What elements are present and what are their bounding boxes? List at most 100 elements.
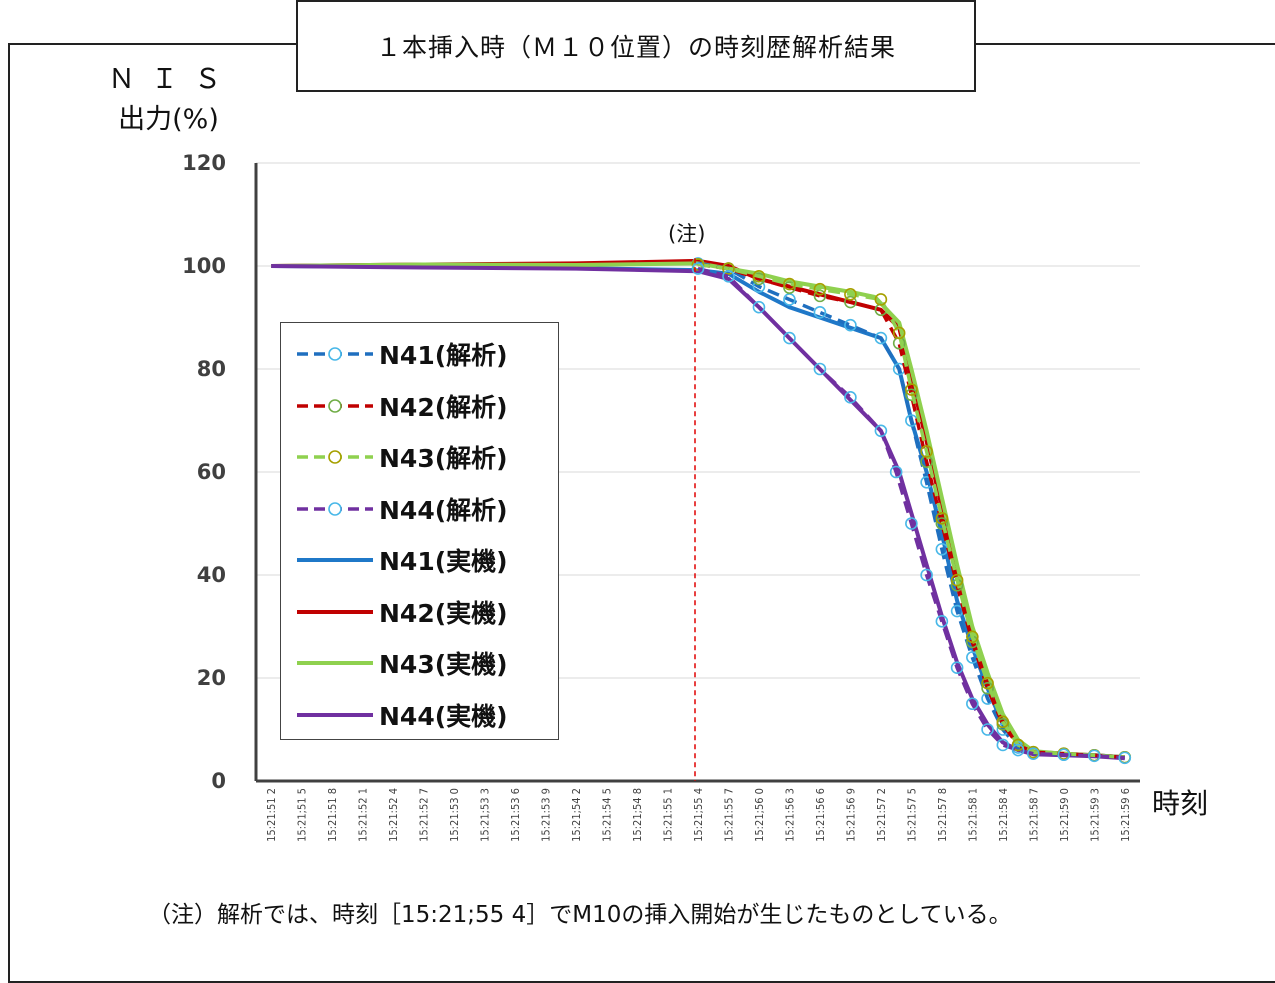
data-point	[752, 300, 766, 314]
data-point	[813, 362, 827, 376]
legend-label: N43(解析)	[379, 444, 508, 473]
legend-swatch	[297, 558, 373, 562]
y-tick-label: 100	[182, 254, 226, 278]
x-tick-label: 15:21:55 7	[722, 788, 735, 842]
legend-label: N43(実機)	[379, 650, 508, 679]
x-tick-label: 15:21:52 7	[418, 788, 431, 842]
data-point	[722, 262, 735, 275]
data-point	[950, 661, 964, 675]
data-point	[844, 318, 857, 332]
x-tick-label: 15:21:54 5	[601, 788, 614, 842]
data-point	[844, 295, 857, 309]
y-axis-label: ＮＩＳ 出力(%)	[100, 60, 237, 140]
data-point	[783, 281, 796, 294]
data-point	[783, 277, 796, 291]
data-point	[966, 630, 979, 644]
x-tick-label: 15:21;51 5	[296, 788, 309, 842]
data-point	[920, 568, 933, 582]
legend-item: N41(解析)	[295, 339, 508, 370]
legend-swatch	[297, 661, 373, 665]
data-point	[935, 512, 949, 525]
data-point	[1011, 743, 1025, 757]
x-tick-label: 15:21:58 4	[997, 788, 1010, 842]
x-tick-label: 15:21;54 8	[631, 788, 644, 842]
legend-item: N42(実機)	[295, 597, 508, 628]
x-tick-label: 15:21:57 5	[905, 788, 918, 842]
legend-item: N41(実機)	[295, 545, 508, 576]
data-point	[950, 573, 964, 587]
legend-item: N43(解析)	[295, 442, 508, 473]
x-tick-label: 15:21;54 2	[570, 788, 583, 842]
legend-label: N44(実機)	[379, 701, 508, 731]
data-point	[691, 262, 705, 275]
legend-item: N44(解析)	[295, 494, 508, 525]
x-tick-label: 15:21:57 2	[875, 788, 888, 842]
data-point	[1011, 738, 1025, 752]
legend-label: N41(解析)	[379, 341, 508, 370]
legend-swatch	[297, 501, 373, 516]
x-tick-label: 15:21:52 1	[357, 788, 370, 842]
legend-swatch	[297, 712, 373, 717]
x-tick-label: 15:21;56 0	[753, 788, 766, 842]
x-tick-label: 15:21:59 3	[1088, 788, 1101, 842]
legend-item: N44(実機)	[295, 700, 508, 731]
data-point	[935, 517, 949, 530]
legend-item: N43(実機)	[295, 648, 508, 679]
x-tick-label: 15:21;55 4	[692, 788, 705, 842]
legend-item: N42(解析)	[295, 391, 508, 422]
legend-label: N42(実機)	[379, 598, 508, 628]
series-group	[271, 257, 1132, 765]
y-tick-label: 20	[197, 666, 226, 690]
legend-label: N42(解析)	[379, 392, 508, 422]
data-point	[935, 615, 949, 628]
data-point	[783, 293, 796, 306]
legend: N41(解析) N42(解析) N43(解析) N44(解析) N41(実機) N42(実…	[280, 322, 559, 740]
data-point	[844, 391, 857, 404]
data-point	[1118, 751, 1132, 765]
x-tick-label: 15:21;59 0	[1058, 788, 1071, 842]
x-tick-label: 15:21:56 6	[814, 788, 827, 842]
data-point	[905, 388, 918, 402]
legend-label: N41(実機)	[379, 547, 508, 576]
y-axis-label-line1: ＮＩＳ	[108, 64, 237, 95]
data-point	[920, 445, 933, 458]
y-tick-label: 40	[197, 563, 226, 587]
y-tick-label: 0	[211, 769, 226, 793]
y-tick-label: 120	[182, 151, 226, 175]
data-point	[892, 326, 906, 340]
legend-swatch	[297, 398, 373, 413]
data-point	[874, 424, 888, 438]
data-point	[1087, 749, 1101, 763]
data-point	[981, 676, 994, 690]
data-point	[844, 288, 857, 301]
legend-label: N44(解析)	[379, 495, 508, 525]
x-tick-label: 15:21:51 2	[265, 788, 278, 842]
data-point	[966, 697, 979, 711]
insertion-note-mark: (注)	[668, 222, 706, 246]
axes	[254, 163, 1140, 783]
data-point	[905, 383, 918, 396]
data-point	[981, 681, 994, 695]
legend-swatch	[297, 347, 373, 361]
legend-swatch	[297, 450, 373, 464]
x-tick-label: 15:21:53 9	[540, 788, 553, 842]
data-point	[874, 293, 888, 306]
data-point	[783, 331, 796, 345]
x-tick-label: 15:21:57 8	[936, 788, 949, 842]
data-point	[874, 331, 888, 345]
data-point	[905, 517, 918, 530]
series-line	[697, 266, 1125, 760]
data-point	[722, 269, 735, 283]
x-tick-label: 15:21;53 3	[479, 788, 492, 842]
data-point	[1057, 748, 1071, 762]
y-axis-label-line2: 出力(%)	[118, 104, 219, 135]
x-axis-label: 時刻	[1152, 787, 1209, 820]
x-tick-label: 15:21:55 1	[662, 788, 675, 842]
x-tick-label: 15:21:56 9	[844, 788, 857, 842]
x-tick-label: 15:21:56 3	[783, 788, 796, 842]
data-point	[813, 282, 827, 296]
x-tick-label: 15:21:52 4	[387, 788, 400, 842]
y-tick-label: 80	[197, 357, 226, 381]
data-point	[889, 465, 903, 479]
